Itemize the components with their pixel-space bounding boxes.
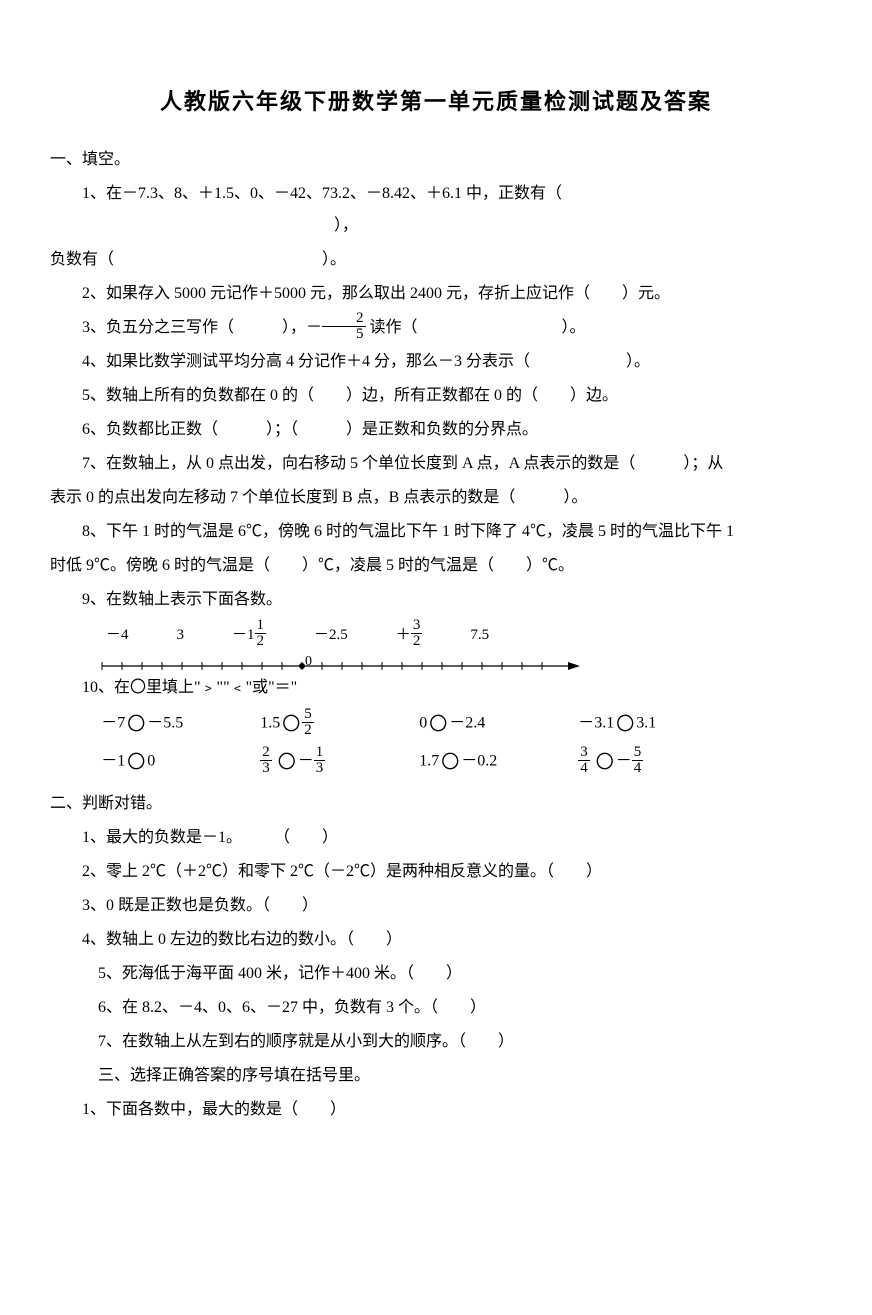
q9-lbl-c: －112 <box>232 620 266 651</box>
q10-r2-c: 1.7〇－0.2 <box>419 744 574 780</box>
q9-numberline: －4 3 －112 －2.5 ＋32 7.5 0 <box>98 620 822 670</box>
s2-q3: 3、0 既是正数也是负数。（ ） <box>50 890 822 922</box>
frac-2-5: 25 <box>322 311 366 342</box>
section-3-heading: 三、选择正确答案的序号填在括号里。 <box>50 1060 822 1092</box>
frac-3-4: 34 <box>578 745 590 776</box>
q7-line1: 7、在数轴上，从 0 点出发，向右移动 5 个单位长度到 A 点，A 点表示的数… <box>50 448 822 480</box>
q4: 4、如果比数学测试平均分高 4 分记作＋4 分，那么－3 分表示（ ）。 <box>50 346 822 378</box>
q9-labels: －4 3 －112 －2.5 ＋32 7.5 <box>98 620 822 651</box>
numberline-zero-label: 0 <box>305 648 312 676</box>
q1-line1: 1、在－7.3、8、＋1.5、0、－42、73.2、－8.42、＋6.1 中，正… <box>50 178 822 242</box>
frac-2-3: 23 <box>260 745 272 776</box>
frac-3-2: 32 <box>411 618 423 649</box>
q7-line2: 表示 0 的点出发向左移动 7 个单位长度到 B 点，B 点表示的数是（ ）。 <box>50 482 822 514</box>
s3-q1: 1、下面各数中，最大的数是（ ） <box>50 1094 822 1126</box>
q3-a: 3、负五分之三写作（ ），－ <box>82 319 322 336</box>
frac-1-3: 13 <box>314 745 326 776</box>
q8-line1: 8、下午 1 时的气温是 6℃，傍晚 6 时的气温比下午 1 时下降了 4℃，凌… <box>50 516 822 548</box>
page-title: 人教版六年级下册数学第一单元质量检测试题及答案 <box>50 80 822 124</box>
q1-line2: 负数有（ ）。 <box>50 244 822 276</box>
numberline-svg <box>98 651 588 681</box>
q1-text-c: 负数有（ <box>50 251 114 268</box>
q9-lbl-d: －2.5 <box>314 620 348 651</box>
q10-row1: －7〇－5.5 1.5〇52 0〇－2.4 －3.1〇3.1 <box>101 706 822 742</box>
q10-r2-b: 23 〇－13 <box>260 744 415 780</box>
q1-text-d: ）。 <box>322 251 346 268</box>
s2-q2: 2、零上 2℃（＋2℃）和零下 2℃（－2℃）是两种相反意义的量。（ ） <box>50 856 822 888</box>
q9-lbl-f: 7.5 <box>470 620 489 651</box>
s2-q6: 6、在 8.2、－4、0、6、－27 中，负数有 3 个。（ ） <box>50 992 822 1024</box>
q9: 9、在数轴上表示下面各数。 <box>50 584 822 616</box>
q8-line2: 时低 9℃。傍晚 6 时的气温是（ ）℃，凌晨 5 时的气温是（ ）℃。 <box>50 550 822 582</box>
q10-r1-d: －3.1〇3.1 <box>578 706 733 742</box>
q10-r2-d: 34 〇－54 <box>578 744 733 780</box>
q10-r2-a: －1〇0 <box>101 744 256 780</box>
q9-lbl-b: 3 <box>177 620 185 651</box>
frac-1-2: 12 <box>255 618 267 649</box>
q10-row2: －1〇0 23 〇－13 1.7〇－0.2 34 〇－54 <box>101 744 822 780</box>
q1-text-b: ）， <box>334 217 358 234</box>
section-1-heading: 一、填空。 <box>50 144 822 176</box>
q10-r1-a: －7〇－5.5 <box>101 706 256 742</box>
q9-lbl-a: －4 <box>106 620 129 651</box>
q1-text-a: 1、在－7.3、8、＋1.5、0、－42、73.2、－8.42、＋6.1 中，正… <box>82 185 562 202</box>
q10-r1-c: 0〇－2.4 <box>419 706 574 742</box>
q9-lbl-e: ＋32 <box>396 620 423 651</box>
section-2-heading: 二、判断对错。 <box>50 788 822 820</box>
s2-q7: 7、在数轴上从左到右的顺序就是从小到大的顺序。（ ） <box>50 1026 822 1058</box>
s2-q1: 1、最大的负数是－1。 （ ） <box>50 822 822 854</box>
q3: 3、负五分之三写作（ ），－25 读作（ ）。 <box>50 312 822 344</box>
q2: 2、如果存入 5000 元记作＋5000 元，那么取出 2400 元，存折上应记… <box>50 278 822 310</box>
q5: 5、数轴上所有的负数都在 0 的（ ）边，所有正数都在 0 的（ ）边。 <box>50 380 822 412</box>
frac-5-4: 54 <box>632 745 644 776</box>
q10-r1-b: 1.5〇52 <box>260 706 415 742</box>
q3-b: 读作（ ）。 <box>366 319 586 336</box>
q6: 6、负数都比正数（ ）；（ ）是正数和负数的分界点。 <box>50 414 822 446</box>
frac-5-2: 52 <box>302 707 314 738</box>
s2-q5: 5、死海低于海平面 400 米，记作＋400 米。（ ） <box>50 958 822 990</box>
s2-q4: 4、数轴上 0 左边的数比右边的数小。（ ） <box>50 924 822 956</box>
